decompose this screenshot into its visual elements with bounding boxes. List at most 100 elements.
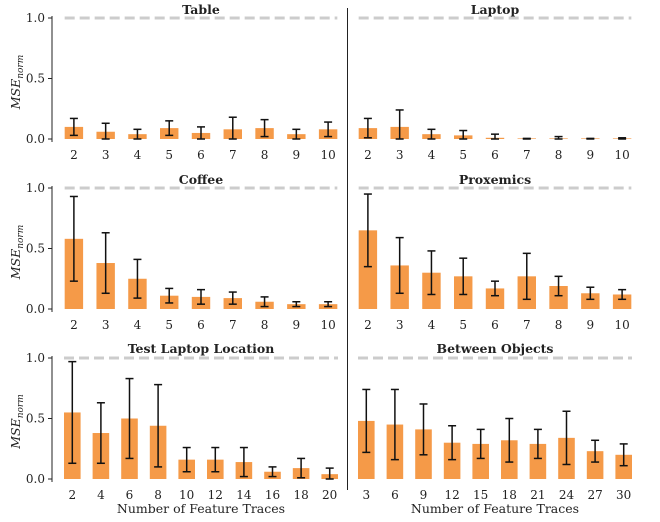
error-bar (419, 403, 428, 456)
x-tick-label: 4 (428, 148, 436, 162)
x-tick-label: 10 (614, 318, 629, 332)
error-bar (362, 388, 371, 454)
error-bar (125, 377, 134, 460)
panel-title: Coffee (179, 172, 223, 187)
error-bar (586, 137, 595, 140)
bar (549, 286, 568, 309)
error-bar (533, 428, 542, 460)
x-tick-label: 5 (459, 318, 467, 332)
x-tick-label: 8 (261, 318, 269, 332)
error-bar (68, 360, 77, 465)
x-tick-label: 2 (70, 318, 78, 332)
error-bar (165, 120, 174, 137)
y-axis-label-main: MSE (8, 79, 23, 111)
x-tick-label: 18 (293, 488, 308, 502)
x-tick-label: 3 (102, 148, 110, 162)
y-tick-label: 1.0 (26, 181, 45, 195)
y-axis-label-subscript: norm (16, 55, 26, 79)
x-tick-label: 6 (197, 148, 205, 162)
error-bar (228, 291, 237, 305)
bar (485, 288, 505, 309)
error-bar (618, 288, 627, 301)
error-bar (427, 128, 436, 140)
error-bar (324, 121, 333, 138)
panel-3: Proxemics 2 3 4 5 6 7 8 9 10 (358, 172, 632, 332)
x-tick-label: 10 (320, 148, 335, 162)
error-bar (554, 135, 563, 140)
x-tick-label: 9 (587, 148, 595, 162)
error-bar (586, 286, 595, 301)
error-bar (96, 402, 105, 465)
y-axis-label-main: MSE (8, 418, 23, 450)
error-bar (395, 109, 404, 140)
error-bar (459, 129, 468, 140)
x-tick-label: 21 (530, 488, 545, 502)
x-tick-label: 27 (587, 488, 602, 502)
x-tick-label: 24 (559, 488, 575, 502)
y-tick-label: 0.0 (26, 132, 45, 146)
x-axis-label: Number of Feature Traces (411, 501, 579, 516)
error-bar (522, 137, 531, 140)
y-tick-label: 0.5 (26, 412, 45, 426)
x-tick-label: 4 (134, 318, 142, 332)
error-bar (154, 383, 163, 468)
error-bar (448, 425, 457, 461)
error-bar (260, 296, 269, 308)
x-tick-label: 20 (322, 488, 337, 502)
x-tick-label: 2 (68, 488, 76, 502)
y-axis-label-subscript: norm (16, 394, 26, 418)
x-tick-label: 16 (265, 488, 280, 502)
x-tick-label: 8 (555, 318, 563, 332)
x-tick-label: 14 (236, 488, 252, 502)
x-tick-label: 6 (197, 318, 205, 332)
error-bar (554, 275, 563, 297)
x-tick-label: 9 (587, 318, 595, 332)
error-bar (591, 439, 600, 463)
bar (586, 451, 604, 479)
error-bar (239, 446, 248, 478)
error-bar (619, 443, 628, 467)
error-bar (211, 446, 220, 473)
error-bar (427, 250, 436, 296)
x-tick-label: 7 (523, 148, 531, 162)
error-bar (325, 467, 334, 480)
error-bar (618, 137, 627, 140)
x-tick-label: 4 (134, 148, 142, 162)
error-bar (133, 258, 142, 299)
error-bar (297, 457, 306, 479)
bar (612, 294, 632, 309)
x-tick-label: 4 (97, 488, 105, 502)
x-tick-label: 8 (154, 488, 162, 502)
y-axis-label: MSEnorm (8, 394, 26, 450)
panel-title: Table (182, 2, 220, 17)
error-bar (101, 122, 110, 140)
error-bar (505, 417, 514, 463)
panel-title: Laptop (471, 2, 520, 17)
y-axis-label-subscript: norm (16, 225, 26, 249)
y-axis-label: MSEnorm (8, 225, 26, 281)
error-bar (292, 300, 301, 308)
x-tick-label: 3 (396, 148, 404, 162)
error-bar (69, 117, 78, 137)
error-bar (522, 252, 531, 301)
error-bar (459, 257, 468, 296)
panel-title: Test Laptop Location (128, 341, 275, 356)
x-tick-label: 12 (208, 488, 223, 502)
panel-title: Proxemics (459, 172, 531, 187)
y-tick-label: 0.5 (26, 72, 45, 86)
error-bar (197, 288, 205, 305)
y-axis-label: MSEnorm (8, 55, 26, 111)
x-tick-label: 2 (70, 148, 78, 162)
x-tick-label: 6 (491, 148, 499, 162)
x-tick-label: 12 (444, 488, 459, 502)
bar (472, 443, 489, 479)
x-tick-label: 8 (261, 148, 269, 162)
x-tick-label: 5 (459, 148, 467, 162)
error-bar (228, 116, 237, 140)
y-tick-label: 0.0 (26, 472, 45, 486)
x-tick-label: 10 (179, 488, 194, 502)
x-tick-label: 4 (428, 318, 436, 332)
error-bar (101, 232, 110, 295)
x-tick-label: 3 (102, 318, 110, 332)
